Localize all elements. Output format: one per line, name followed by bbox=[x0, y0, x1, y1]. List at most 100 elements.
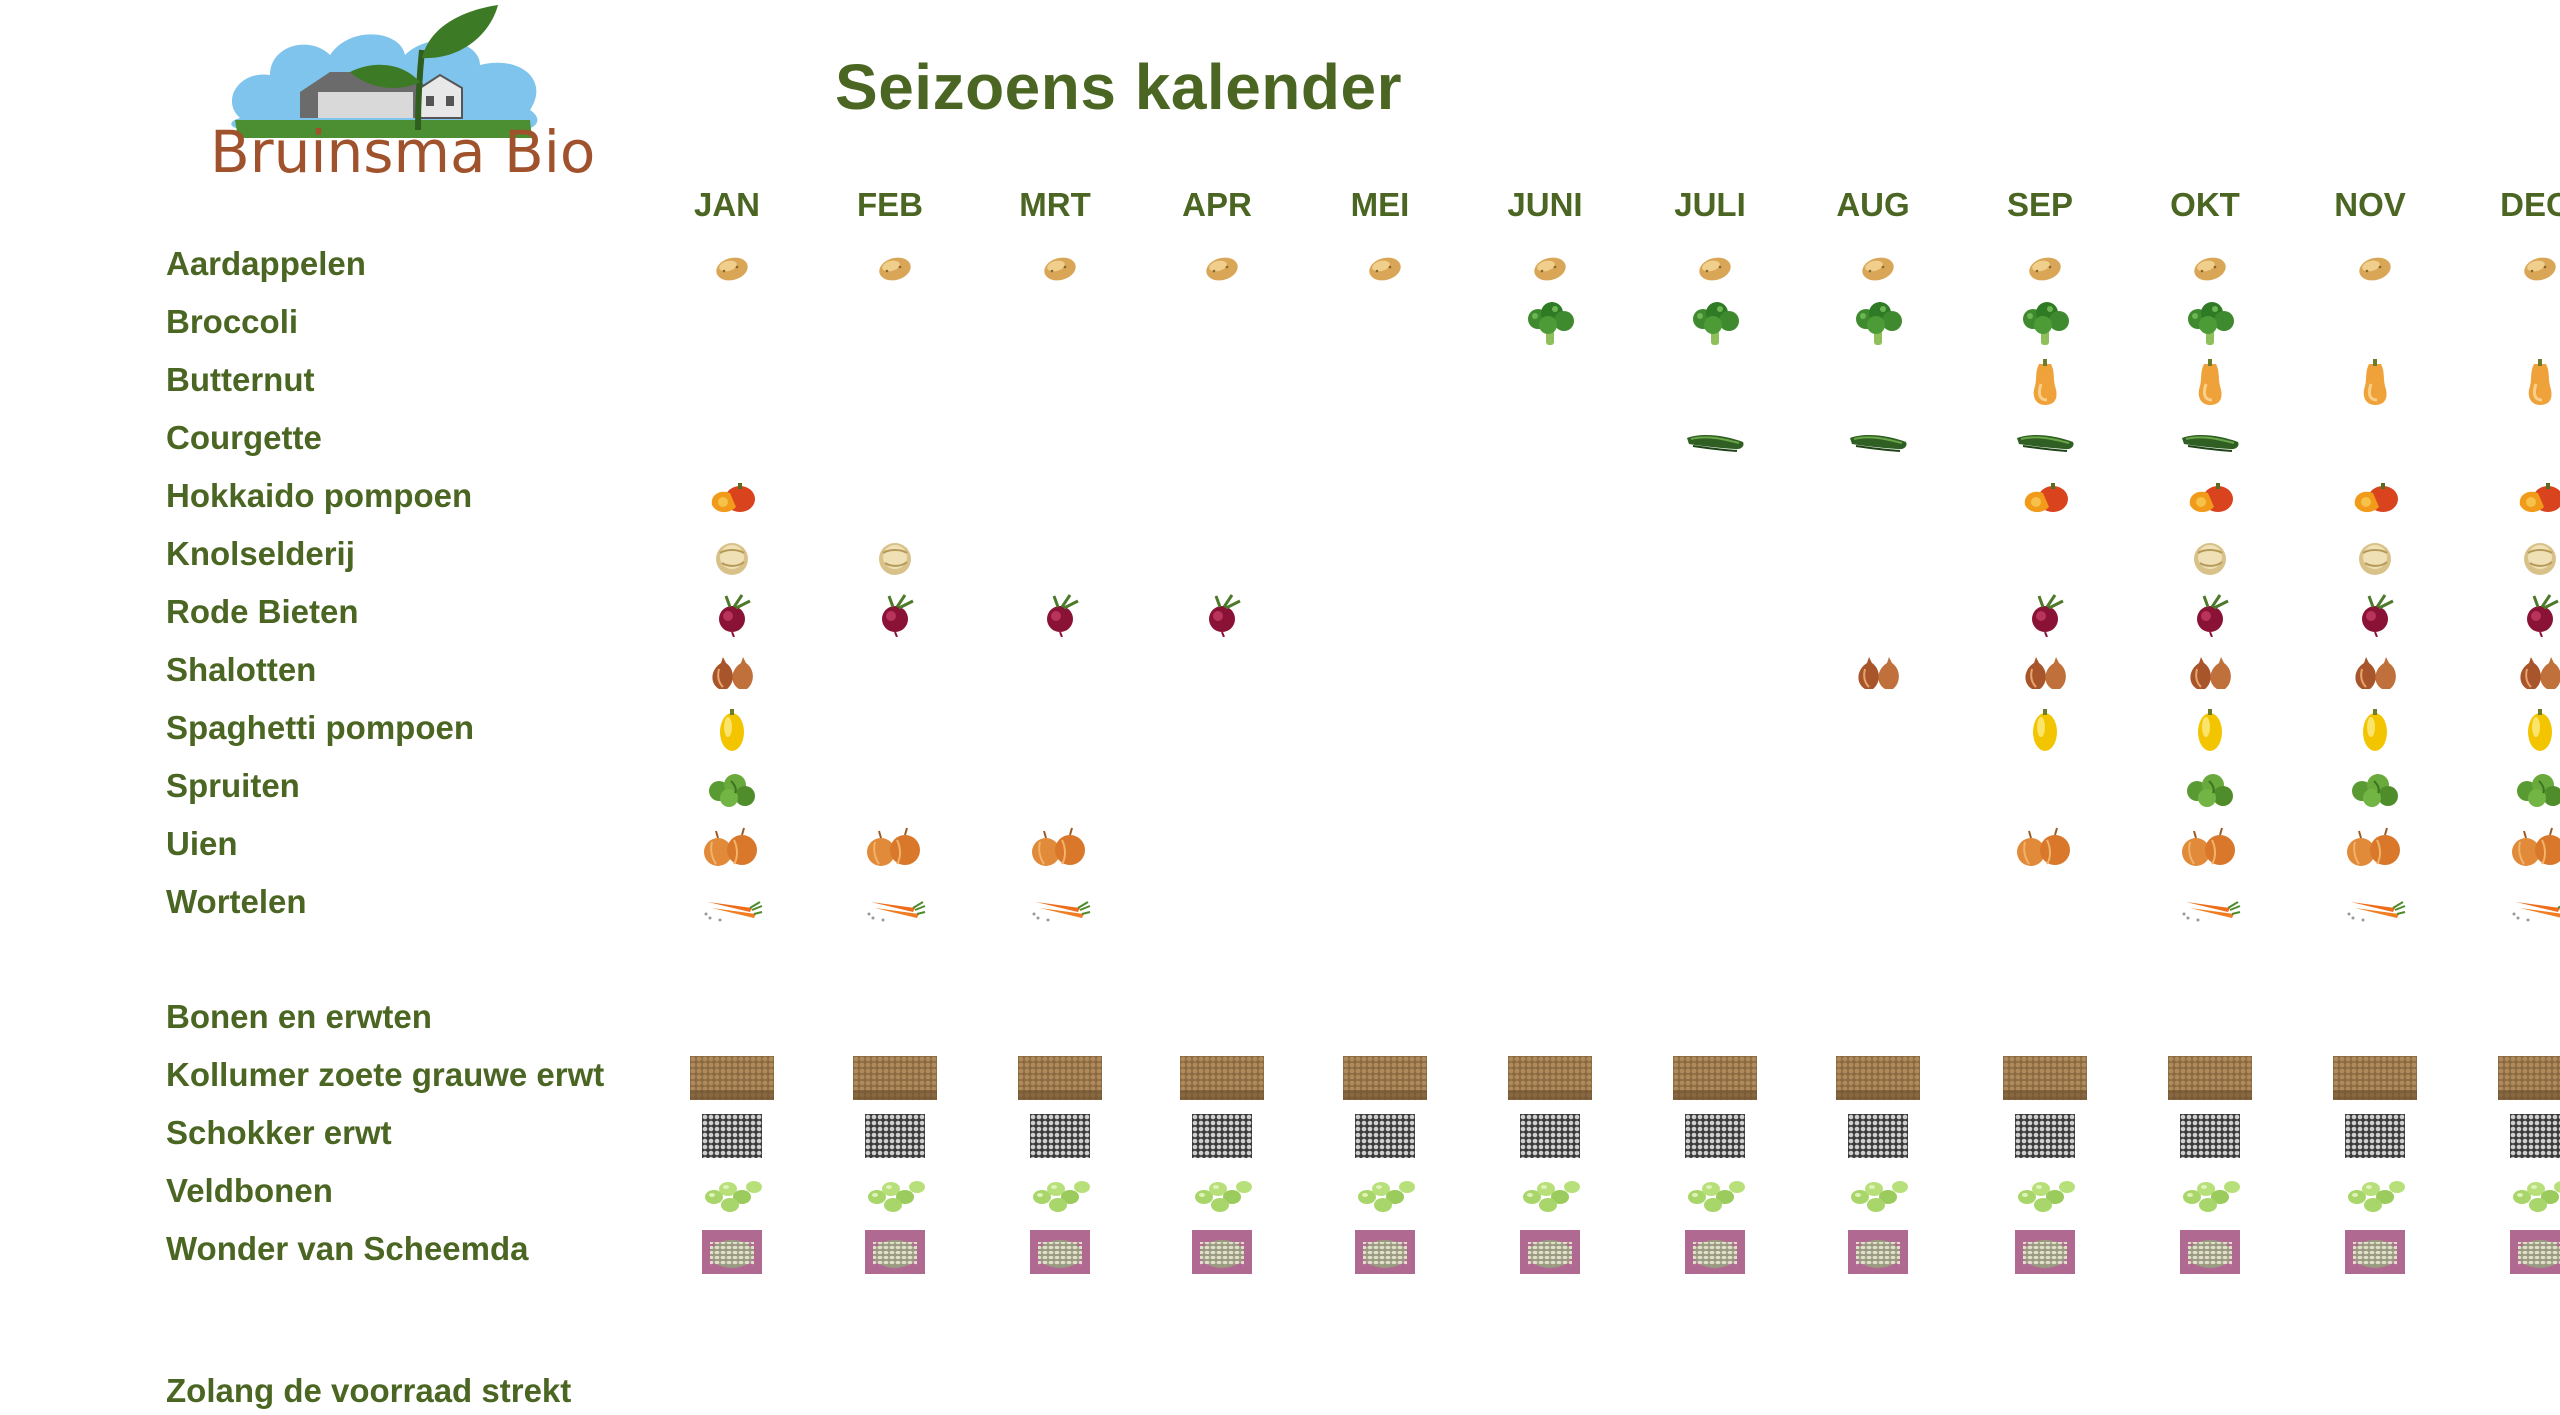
shallot-icon bbox=[1851, 653, 1905, 693]
row-label: Veldbonen bbox=[166, 1172, 333, 1209]
onion-icon bbox=[2178, 826, 2242, 868]
spaghetti-squash-icon bbox=[2522, 707, 2558, 755]
grey-pea-photo-icon bbox=[690, 1056, 774, 1100]
celeriac-icon bbox=[2353, 535, 2397, 579]
celeriac-icon bbox=[2188, 535, 2232, 579]
month-header: APR bbox=[1182, 186, 1252, 223]
celeriac-icon bbox=[873, 535, 917, 579]
month-header: NOV bbox=[2334, 186, 2406, 223]
row-label: Wortelen bbox=[166, 883, 307, 920]
scheemda-bean-photo-icon bbox=[1030, 1230, 1090, 1274]
footer-note: Zolang de voorraad strekt bbox=[166, 1372, 572, 1409]
schokker-pea-photo-icon bbox=[1848, 1114, 1908, 1158]
schokker-pea-photo-icon bbox=[1685, 1114, 1745, 1158]
section-title: Bonen en erwten bbox=[166, 998, 432, 1035]
schokker-pea-photo-icon bbox=[1030, 1114, 1090, 1158]
month-header: MEI bbox=[1350, 186, 1410, 223]
broccoli-icon bbox=[1850, 299, 1906, 351]
beetroot-icon bbox=[871, 593, 919, 637]
broad-bean-icon bbox=[2178, 1173, 2242, 1215]
shallot-icon bbox=[2018, 653, 2072, 693]
schokker-pea-photo-icon bbox=[2180, 1114, 2240, 1158]
scheemda-bean-photo-icon bbox=[865, 1230, 925, 1274]
row-label: Uien bbox=[166, 825, 238, 862]
brussels-sprouts-icon bbox=[2348, 769, 2402, 809]
scheemda-bean-photo-icon bbox=[702, 1230, 762, 1274]
row-label: Spruiten bbox=[166, 767, 300, 804]
beetroot-icon bbox=[2021, 593, 2069, 637]
onion-icon bbox=[1028, 826, 1092, 868]
scheemda-bean-photo-icon bbox=[1848, 1230, 1908, 1274]
beetroot-icon bbox=[2516, 593, 2560, 637]
schokker-pea-photo-icon bbox=[1192, 1114, 1252, 1158]
celeriac-icon bbox=[2518, 535, 2560, 579]
scheemda-bean-photo-icon bbox=[2345, 1230, 2405, 1274]
scheemda-bean-photo-icon bbox=[2015, 1230, 2075, 1274]
brussels-sprouts-icon bbox=[2183, 769, 2237, 809]
row-label: Shalotten bbox=[166, 651, 317, 688]
broad-bean-icon bbox=[2013, 1173, 2077, 1215]
broad-bean-icon bbox=[1683, 1173, 1747, 1215]
beetroot-icon bbox=[708, 593, 756, 637]
row-label: Spaghetti pompoen bbox=[166, 709, 474, 746]
carrot-icon bbox=[2508, 888, 2560, 922]
spaghetti-squash-icon bbox=[714, 707, 750, 755]
broad-bean-icon bbox=[700, 1173, 764, 1215]
grey-pea-photo-icon bbox=[2498, 1056, 2560, 1100]
schokker-pea-photo-icon bbox=[865, 1114, 925, 1158]
carrot-icon bbox=[863, 888, 927, 922]
spaghetti-squash-icon bbox=[2027, 707, 2063, 755]
potato-icon bbox=[1200, 249, 1244, 285]
month-header: AUG bbox=[1836, 186, 1910, 223]
carrot-icon bbox=[1028, 888, 1092, 922]
celeriac-icon bbox=[710, 535, 754, 579]
butternut-icon bbox=[2190, 358, 2230, 408]
potato-icon bbox=[710, 249, 754, 285]
shallot-icon bbox=[705, 653, 759, 693]
potato-icon bbox=[2188, 249, 2232, 285]
schokker-pea-photo-icon bbox=[1520, 1114, 1580, 1158]
potato-icon bbox=[2023, 249, 2067, 285]
potato-icon bbox=[1856, 249, 1900, 285]
scheemda-bean-photo-icon bbox=[2180, 1230, 2240, 1274]
courgette-icon bbox=[1683, 426, 1747, 456]
broad-bean-icon bbox=[1846, 1173, 1910, 1215]
broad-bean-icon bbox=[1190, 1173, 1254, 1215]
row-label: Courgette bbox=[166, 419, 322, 456]
potato-icon bbox=[1693, 249, 1737, 285]
schokker-pea-photo-icon bbox=[2345, 1114, 2405, 1158]
grey-pea-photo-icon bbox=[2003, 1056, 2087, 1100]
broccoli-icon bbox=[2182, 299, 2238, 351]
grey-pea-photo-icon bbox=[2168, 1056, 2252, 1100]
broad-bean-icon bbox=[2343, 1173, 2407, 1215]
grey-pea-photo-icon bbox=[1343, 1056, 1427, 1100]
carrot-icon bbox=[2178, 888, 2242, 922]
beetroot-icon bbox=[1198, 593, 1246, 637]
courgette-icon bbox=[2013, 426, 2077, 456]
grey-pea-photo-icon bbox=[1180, 1056, 1264, 1100]
schokker-pea-photo-icon bbox=[2510, 1114, 2560, 1158]
brussels-sprouts-icon bbox=[705, 769, 759, 809]
courgette-icon bbox=[2178, 426, 2242, 456]
broccoli-icon bbox=[1687, 299, 1743, 351]
broccoli-icon bbox=[1522, 299, 1578, 351]
logo-brand-text: Bruinsma Bio bbox=[210, 118, 596, 186]
onion-icon bbox=[863, 826, 927, 868]
shallot-icon bbox=[2348, 653, 2402, 693]
bruinsma-bio-logo: Bruinsma Bio bbox=[200, 0, 630, 186]
row-label: Knolselderij bbox=[166, 535, 355, 572]
row-label: Schokker erwt bbox=[166, 1114, 392, 1151]
row-label: Broccoli bbox=[166, 303, 299, 340]
row-label: Rode Bieten bbox=[166, 593, 359, 630]
spaghetti-squash-icon bbox=[2357, 707, 2393, 755]
grey-pea-photo-icon bbox=[1836, 1056, 1920, 1100]
carrot-icon bbox=[700, 888, 764, 922]
grey-pea-photo-icon bbox=[1508, 1056, 1592, 1100]
spaghetti-squash-icon bbox=[2192, 707, 2228, 755]
logo-graphic bbox=[231, 5, 538, 138]
shallot-icon bbox=[2183, 653, 2237, 693]
potato-icon bbox=[2518, 249, 2560, 285]
row-label: Wonder van Scheemda bbox=[166, 1230, 529, 1267]
month-header: JUNI bbox=[1507, 186, 1583, 223]
broad-bean-icon bbox=[863, 1173, 927, 1215]
